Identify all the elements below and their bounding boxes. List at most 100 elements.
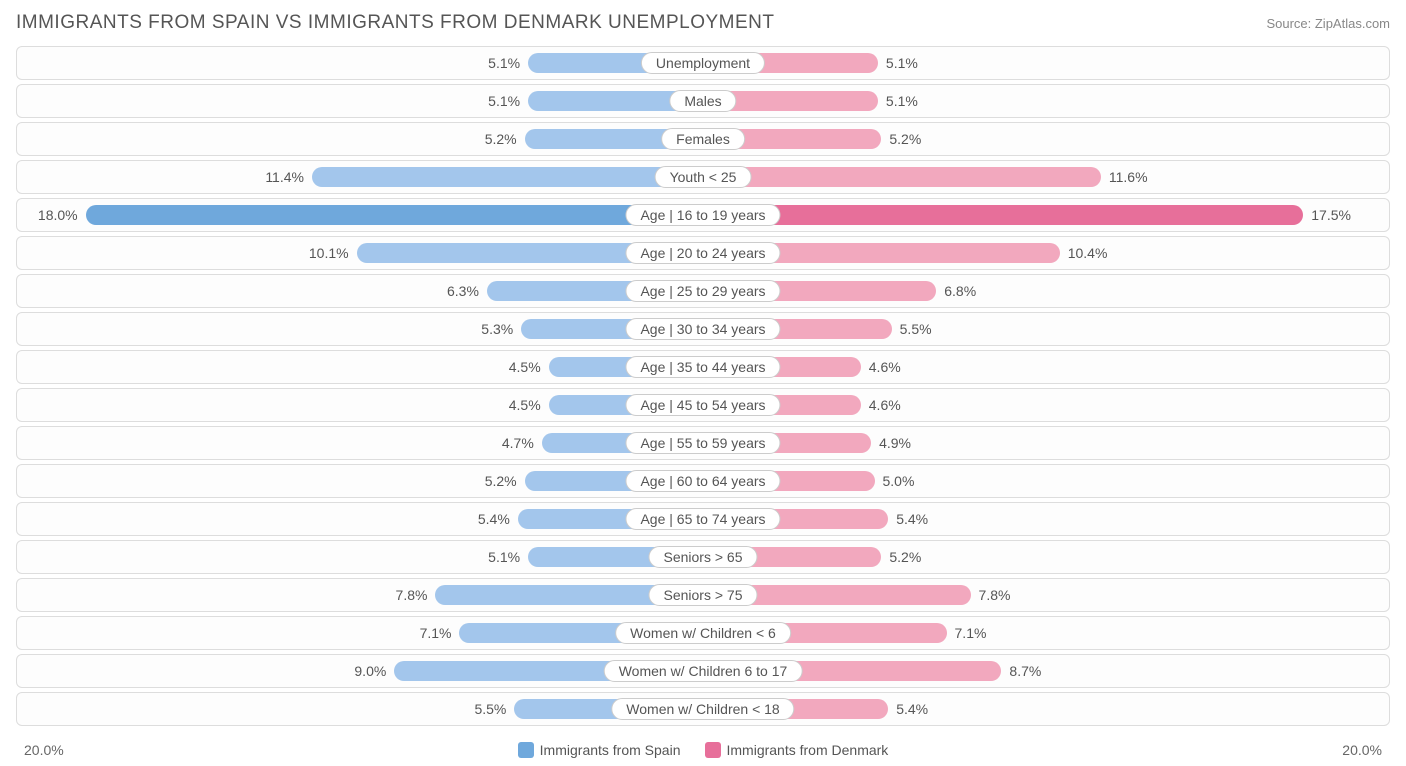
chart-row: 18.0% 17.5%Age | 16 to 19 years bbox=[16, 198, 1390, 232]
category-pill: Women w/ Children < 18 bbox=[611, 698, 794, 720]
chart-row: 5.1%5.2%Seniors > 65 bbox=[16, 540, 1390, 574]
left-half: 5.2% bbox=[17, 465, 703, 497]
category-pill: Youth < 25 bbox=[655, 166, 752, 188]
left-half: 5.2% bbox=[17, 123, 703, 155]
right-value-label: 11.6% bbox=[1109, 169, 1148, 185]
category-pill: Age | 20 to 24 years bbox=[625, 242, 780, 264]
left-half: 5.5% bbox=[17, 693, 703, 725]
right-value-label: 6.8% bbox=[944, 283, 976, 299]
right-value-label: 5.0% bbox=[883, 473, 915, 489]
right-value-label: 5.2% bbox=[889, 549, 921, 565]
left-half: 4.5% bbox=[17, 389, 703, 421]
category-pill: Males bbox=[669, 90, 736, 112]
right-half: 7.1% bbox=[703, 617, 1389, 649]
left-value-label: 5.1% bbox=[488, 55, 520, 71]
category-pill: Women w/ Children < 6 bbox=[615, 622, 791, 644]
left-value-label: 5.1% bbox=[488, 549, 520, 565]
left-half: 5.1% bbox=[17, 85, 703, 117]
right-half: 7.8% bbox=[703, 579, 1389, 611]
chart-source: Source: ZipAtlas.com bbox=[1266, 16, 1390, 31]
left-half: 5.1% bbox=[17, 541, 703, 573]
right-half: 5.2% bbox=[703, 123, 1389, 155]
right-half: 4.6% bbox=[703, 389, 1389, 421]
chart-title: IMMIGRANTS FROM SPAIN VS IMMIGRANTS FROM… bbox=[16, 12, 775, 34]
right-half: 17.5% bbox=[703, 199, 1389, 231]
left-half: 7.1% bbox=[17, 617, 703, 649]
chart-row: 5.2% 5.0% Age | 60 to 64 years bbox=[16, 464, 1390, 498]
chart-row: 5.4%5.4%Age | 65 to 74 years bbox=[16, 502, 1390, 536]
right-half: 5.4% bbox=[703, 503, 1389, 535]
category-pill: Seniors > 75 bbox=[649, 584, 758, 606]
chart-row: 5.2%5.2%Females bbox=[16, 122, 1390, 156]
chart-row: 5.1%5.1%Males bbox=[16, 84, 1390, 118]
category-pill: Unemployment bbox=[641, 52, 765, 74]
category-pill: Age | 35 to 44 years bbox=[625, 356, 780, 378]
right-half: 5.2% bbox=[703, 541, 1389, 573]
legend-label-spain: Immigrants from Spain bbox=[540, 742, 681, 758]
left-value-label: 6.3% bbox=[447, 283, 479, 299]
right-value-label: 5.1% bbox=[886, 55, 918, 71]
right-value-label: 5.4% bbox=[896, 511, 928, 527]
left-value-label: 10.1% bbox=[309, 245, 349, 261]
legend-item-spain: Immigrants from Spain bbox=[518, 742, 681, 758]
right-half: 10.4% bbox=[703, 237, 1389, 269]
swatch-spain bbox=[518, 742, 534, 758]
left-half: 11.4% bbox=[17, 161, 703, 193]
left-value-label: 7.8% bbox=[396, 587, 428, 603]
left-half: 6.3% bbox=[17, 275, 703, 307]
chart-row: 5.3% 5.5%Age | 30 to 34 years bbox=[16, 312, 1390, 346]
left-value-label: 5.3% bbox=[481, 321, 513, 337]
left-value-label: 4.5% bbox=[509, 359, 541, 375]
chart-row: 10.1% 10.4% Age | 20 to 24 years bbox=[16, 236, 1390, 270]
left-half: 4.7% bbox=[17, 427, 703, 459]
right-bar bbox=[703, 205, 1303, 225]
chart-row: 11.4% 11.6% Youth < 25 bbox=[16, 160, 1390, 194]
chart-header: IMMIGRANTS FROM SPAIN VS IMMIGRANTS FROM… bbox=[0, 0, 1406, 42]
left-value-label: 18.0% bbox=[38, 207, 78, 223]
left-half: 5.1% bbox=[17, 47, 703, 79]
chart-area: 5.1%5.1%Unemployment5.1%5.1%Males5.2%5.2… bbox=[0, 42, 1406, 734]
legend-item-denmark: Immigrants from Denmark bbox=[705, 742, 889, 758]
right-value-label: 4.9% bbox=[879, 435, 911, 451]
left-half: 4.5% bbox=[17, 351, 703, 383]
left-value-label: 4.7% bbox=[502, 435, 534, 451]
swatch-denmark bbox=[705, 742, 721, 758]
right-half: 4.9% bbox=[703, 427, 1389, 459]
left-bar bbox=[312, 167, 703, 187]
right-half: 5.0% bbox=[703, 465, 1389, 497]
left-value-label: 5.2% bbox=[485, 473, 517, 489]
category-pill: Age | 60 to 64 years bbox=[625, 470, 780, 492]
right-value-label: 5.2% bbox=[889, 131, 921, 147]
right-value-label: 10.4% bbox=[1068, 245, 1108, 261]
category-pill: Age | 55 to 59 years bbox=[625, 432, 780, 454]
category-pill: Age | 25 to 29 years bbox=[625, 280, 780, 302]
chart-row: 7.1%7.1%Women w/ Children < 6 bbox=[16, 616, 1390, 650]
right-half: 5.5% bbox=[703, 313, 1389, 345]
left-value-label: 5.5% bbox=[474, 701, 506, 717]
category-pill: Age | 16 to 19 years bbox=[625, 204, 780, 226]
chart-row: 5.1% 5.1% Unemployment bbox=[16, 46, 1390, 80]
legend-label-denmark: Immigrants from Denmark bbox=[727, 742, 889, 758]
left-value-label: 9.0% bbox=[354, 663, 386, 679]
left-value-label: 7.1% bbox=[420, 625, 452, 641]
right-half: 6.8% bbox=[703, 275, 1389, 307]
category-pill: Age | 30 to 34 years bbox=[625, 318, 780, 340]
chart-footer: 20.0% Immigrants from Spain Immigrants f… bbox=[0, 734, 1406, 766]
right-half: 11.6% bbox=[703, 161, 1389, 193]
left-half: 10.1% bbox=[17, 237, 703, 269]
chart-row: 9.0%8.7%Women w/ Children 6 to 17 bbox=[16, 654, 1390, 688]
left-half: 5.4% bbox=[17, 503, 703, 535]
left-half: 7.8% bbox=[17, 579, 703, 611]
category-pill: Females bbox=[661, 128, 745, 150]
left-value-label: 11.4% bbox=[265, 169, 304, 185]
right-half: 5.1% bbox=[703, 47, 1389, 79]
right-value-label: 8.7% bbox=[1009, 663, 1041, 679]
right-value-label: 4.6% bbox=[869, 397, 901, 413]
chart-row: 4.7% 4.9% Age | 55 to 59 years bbox=[16, 426, 1390, 460]
right-half: 5.1% bbox=[703, 85, 1389, 117]
right-bar bbox=[703, 167, 1101, 187]
right-value-label: 5.4% bbox=[896, 701, 928, 717]
chart-row: 4.5% 4.6% Age | 35 to 44 years bbox=[16, 350, 1390, 384]
right-value-label: 5.1% bbox=[886, 93, 918, 109]
right-value-label: 4.6% bbox=[869, 359, 901, 375]
